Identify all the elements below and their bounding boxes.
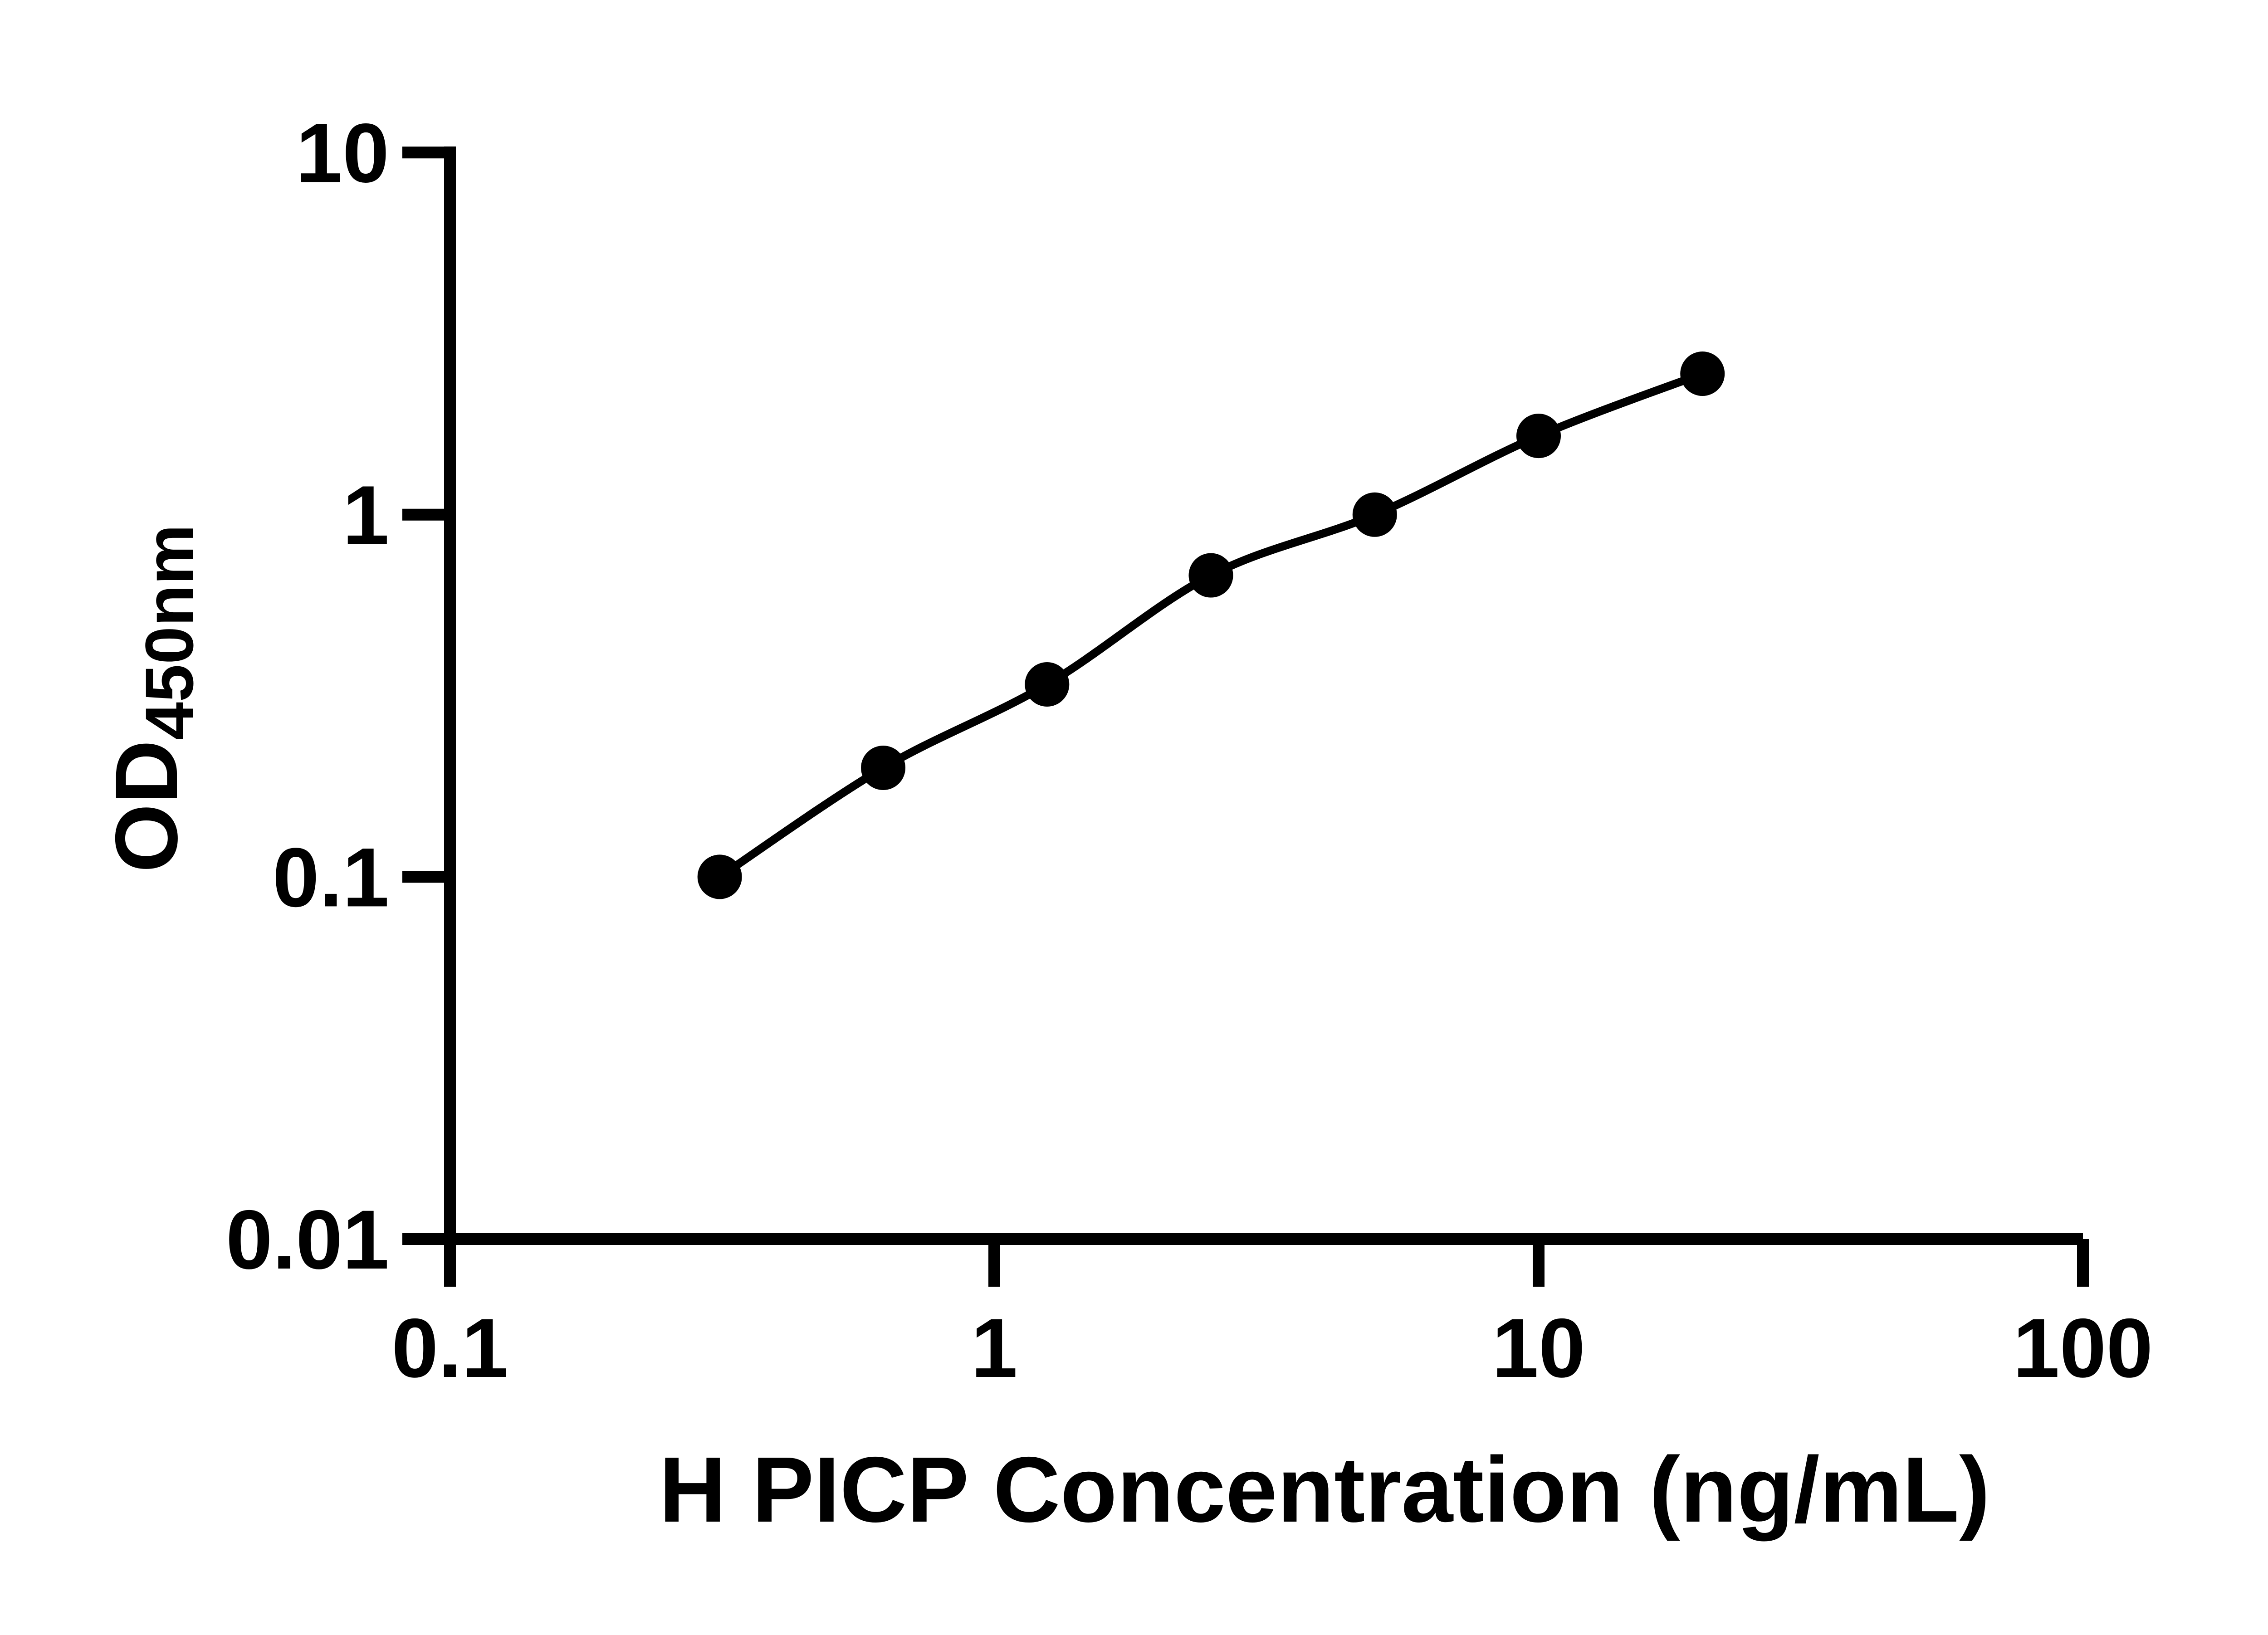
y-tick-label: 10: [296, 107, 389, 200]
y-axis-title-main: OD: [97, 740, 196, 873]
data-points: [697, 351, 1725, 899]
y-axis-tick-labels: 0.01 0.1 1 10: [226, 107, 389, 1287]
y-tick-label: 0.1: [273, 831, 389, 924]
data-point: [1188, 553, 1233, 598]
x-tick-label: 1: [971, 1302, 1018, 1395]
x-tick-label: 0.1: [391, 1302, 508, 1395]
y-axis-title: OD450nm: [97, 524, 207, 873]
data-point: [1516, 414, 1561, 459]
y-tick-label: 1: [342, 469, 389, 562]
x-axis-title: H PICP Concentration (ng/mL): [659, 1438, 1990, 1542]
x-tick-label: 10: [1492, 1302, 1585, 1395]
y-axis-ticks: [402, 146, 450, 1245]
y-axis-title-subscript: 450nm: [131, 524, 207, 740]
data-point: [697, 854, 742, 899]
x-axis-tick-labels: 0.1 1 10 100: [391, 1302, 2153, 1395]
data-point: [1680, 351, 1725, 396]
data-point: [1025, 662, 1070, 707]
data-point: [861, 745, 906, 790]
x-tick-label: 100: [2013, 1302, 2153, 1395]
y-tick-label: 0.01: [226, 1193, 389, 1287]
data-point: [1352, 492, 1397, 537]
x-axis-ticks: [444, 1239, 2089, 1287]
